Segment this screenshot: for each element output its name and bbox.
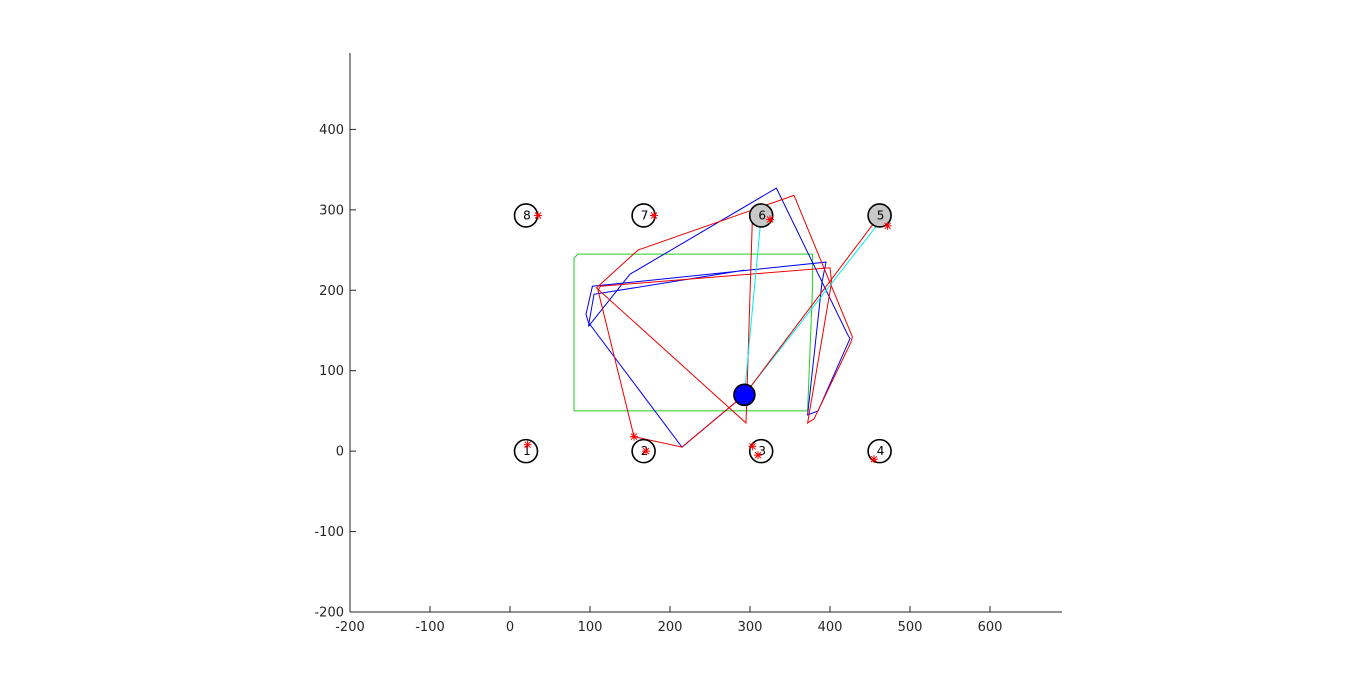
y-tick-label: 400	[319, 123, 344, 138]
green-path-series	[573, 253, 813, 412]
landmark-circle	[631, 438, 656, 464]
landmark-circle	[513, 438, 539, 464]
x-tick-label: 100	[578, 620, 603, 635]
estimate-star-marker	[650, 211, 658, 220]
star-stroke	[534, 212, 542, 219]
landmark-label: 6	[758, 208, 766, 222]
axes: -200 -100 0 100 200 300 400 500 600 -200 -100 0 100…	[314, 53, 1062, 635]
star-stroke	[884, 222, 891, 230]
estimate-star-marker	[748, 442, 757, 451]
cyan-measurement-ray	[743, 215, 762, 395]
estimate-star-marker	[523, 440, 532, 449]
star-stroke	[754, 451, 762, 459]
star-stroke	[650, 212, 658, 219]
x-tick-label: 400	[818, 620, 843, 635]
x-tick-label: 0	[506, 620, 514, 635]
y-axis-ticks: -200 -100 0 100 200 300 400	[314, 123, 356, 621]
landmark-label: 8	[523, 208, 531, 222]
landmark-label: 4	[877, 444, 885, 458]
estimate-star-marker	[630, 432, 638, 441]
star-stroke	[642, 447, 650, 455]
estimate-star-marker	[883, 221, 892, 230]
landmark-circle	[867, 438, 892, 464]
estimate-star-marker	[534, 211, 542, 220]
estimate-star-marker	[754, 451, 762, 460]
x-tick-label: -200	[335, 620, 365, 635]
landmark-label: 1	[523, 444, 531, 458]
landmark-label: 5	[877, 208, 885, 222]
y-tick-label: 100	[319, 364, 344, 379]
y-tick-label: 300	[319, 203, 344, 218]
x-tick-label: 300	[738, 620, 763, 635]
landmark-label: 3	[758, 444, 766, 458]
red-measurement-ray	[744, 215, 880, 396]
star-stroke	[749, 442, 756, 450]
y-tick-label: 200	[319, 284, 344, 299]
estimate-star-marker	[642, 447, 650, 456]
estimate-star-marker	[870, 455, 878, 464]
landmark-label: 7	[641, 208, 649, 222]
robot-marker	[733, 383, 756, 407]
red-path-series	[595, 194, 853, 448]
y-tick-label: -100	[314, 525, 344, 540]
landmark-circle	[867, 203, 892, 228]
blue-path-series	[585, 187, 851, 448]
star-stroke	[524, 441, 531, 449]
landmark-circle	[748, 438, 774, 464]
y-tick-label: -200	[314, 606, 344, 621]
landmark-circle	[748, 203, 774, 228]
star-stroke	[870, 455, 878, 463]
y-tick-label: 0	[336, 445, 344, 460]
x-axis-ticks: -200 -100 0 100 200 300 400 500 600	[335, 606, 1002, 635]
star-stroke	[766, 216, 774, 223]
x-tick-label: 500	[898, 620, 923, 635]
x-tick-label: 200	[658, 620, 683, 635]
x-tick-label: 600	[978, 620, 1003, 635]
plot-area: 12345678	[513, 187, 892, 464]
x-tick-label: -100	[415, 620, 445, 635]
cyan-measurement-ray	[744, 217, 884, 396]
star-stroke	[630, 433, 638, 441]
estimate-star-marker	[766, 215, 774, 224]
